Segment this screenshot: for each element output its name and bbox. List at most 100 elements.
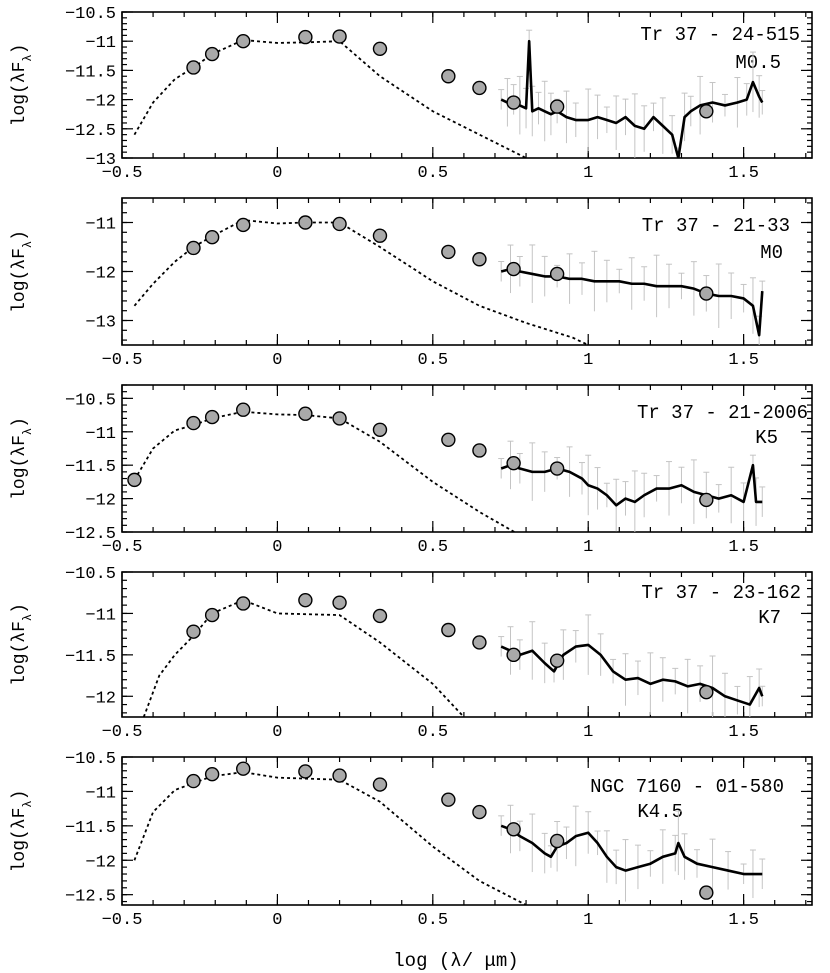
panel-5-photometry-point	[186, 773, 201, 789]
panel-4-photometry-point	[332, 595, 347, 610]
panel-4-photometry-point	[549, 653, 565, 668]
panel-5-x-tick-label: −0.5	[102, 911, 143, 930]
panel-3-spectrum	[500, 463, 763, 507]
panel-5-x-tick-label: 1.5	[728, 911, 759, 930]
panel-1-photometry-point	[441, 69, 456, 84]
panel-4-photosphere-model	[142, 599, 465, 717]
panel-1-photometry-point	[372, 41, 388, 56]
panel-3-photometry-point	[472, 443, 487, 458]
panel-2-plot-area	[133, 219, 766, 345]
panel-1-object-name: Tr 37 - 24-515	[640, 24, 800, 46]
panel-3-plot-area	[133, 410, 766, 532]
panel-4-photometry-point	[472, 635, 487, 650]
panel-4-frame	[121, 571, 813, 718]
panel-1-photometry-point	[506, 95, 521, 110]
panel-4-plot-area	[142, 599, 766, 717]
panel-1-x-tick-label: 1.5	[728, 164, 759, 183]
panel-4-photometry-point	[506, 647, 521, 663]
panel-2-y-axis-label: log(λFλ)	[10, 230, 35, 313]
panel-2-y-tick-label: −11	[85, 216, 116, 235]
panel-5-y-axis-label: log(λFλ)	[10, 790, 35, 873]
panel-4-x-tick-label: 1.5	[728, 723, 759, 742]
panel-3-object-name: Tr 37 - 21-2006	[637, 402, 808, 424]
panel-3-photometry-point	[506, 455, 521, 471]
panel-2-photometry-point	[372, 228, 388, 243]
panel-5-x-tick-label: 1	[583, 911, 593, 930]
panel-3-x-tick-label: 1.5	[728, 538, 759, 557]
panel-2-photometry-point	[186, 240, 201, 256]
panel-4-photometry-point	[204, 607, 220, 623]
panel-5-photometry-point	[298, 764, 313, 779]
panel-3-y-tick-label: −12	[85, 492, 116, 511]
panel-5-y-tick-label: −10.5	[65, 750, 116, 769]
panel-2-photometry-point	[472, 252, 487, 267]
panel-4-x-tick-label: −0.5	[102, 723, 143, 742]
panel-1-x-tick-label: 0	[272, 164, 282, 183]
panel-4-photometry-point	[236, 596, 251, 611]
panel-4-object-name: Tr 37 - 23-162	[641, 582, 801, 604]
panel-3-y-tick-label: −11.5	[65, 458, 116, 477]
panel-1-y-axis-label: log(λFλ)	[10, 44, 35, 127]
panel-5-y-tick-label: −11.5	[65, 819, 116, 838]
panel-1-frame	[121, 11, 813, 159]
panel-1-y-tick-label: −12	[85, 93, 116, 112]
panel-1-y-tick-label: −11	[85, 34, 116, 53]
panel-5-photometry-point	[472, 804, 487, 820]
panel-2-object-name: Tr 37 - 21-33	[642, 215, 790, 237]
panel-1-x-tick-label: −0.5	[102, 164, 143, 183]
panel-3: Tr 37 - 21-2006 K5 log(λFλ) −10.5 −11 −11.…	[10, 384, 813, 557]
panel-1-photometry-point	[472, 80, 487, 96]
panel-2-photometry-point	[204, 229, 220, 245]
panel-5-object-name: NGC 7160 - 01-580	[590, 776, 784, 798]
panel-3-photosphere-model	[133, 410, 517, 532]
panel-3-y-axis-label: log(λFλ)	[10, 417, 35, 500]
panel-5-y-tick-label: −12.5	[65, 888, 116, 907]
panel-3-x-tick-label: 0.5	[418, 538, 449, 557]
panel-5: NGC 7160 - 01-580 K4.5 log(λFλ) −10.5 −11…	[10, 750, 813, 930]
panel-2-x-tick-label: 0	[272, 351, 282, 370]
panel-3-photometry-point	[699, 492, 714, 508]
panel-2-photometry-point	[298, 215, 313, 230]
panel-3-x-tick-label: −0.5	[102, 538, 143, 557]
panel-5-frame	[121, 756, 813, 906]
panel-5-spectrum	[500, 824, 763, 876]
panel-3-photometry-point	[298, 406, 313, 421]
panel-1-x-tick-label: 1	[583, 164, 593, 183]
panel-4-y-axis-label: log(λFλ)	[10, 603, 35, 686]
panel-4-spectrum	[500, 643, 764, 706]
panel-3-y-tick-label: −12.5	[65, 525, 116, 544]
panel-3-photometry-point	[441, 432, 456, 447]
panel-3-photometry-point	[127, 472, 142, 488]
panel-2-x-tick-label: 0.5	[418, 351, 449, 370]
panel-4-spectral-type: K7	[758, 607, 781, 629]
panel-4-photometry-point	[441, 622, 456, 638]
panel-5-photometry-point	[549, 833, 565, 849]
panel-3-y-tick-label: −10.5	[65, 391, 116, 410]
panel-5-photometry-point	[204, 767, 220, 782]
panel-1-y-tick-label: −13	[85, 151, 116, 170]
panel-2: Tr 37 - 21-33 M0 log(λFλ) −11 −12 −13 −0.5 0…	[10, 197, 813, 370]
panel-2-y-tick-label: −12	[85, 265, 116, 284]
panel-4: Tr 37 - 23-162 K7 log(λFλ) −10.5 −11 −11.5…	[10, 565, 813, 742]
panel-3-y-tick-label: −11	[85, 425, 116, 444]
panel-3-photometry-point	[186, 415, 201, 431]
panel-1-photosphere-model	[133, 39, 527, 158]
panel-4-x-tick-label: 1	[583, 723, 593, 742]
panel-1-photometry-point	[186, 60, 201, 75]
panel-2-photometry-point	[441, 244, 456, 260]
panel-4-photometry-point	[298, 592, 313, 608]
panel-4-y-tick-label: −11.5	[65, 648, 116, 667]
panel-4-photometry-point	[372, 608, 388, 624]
panel-5-y-tick-label: −12	[85, 853, 116, 872]
panel-1: Tr 37 - 24-515 M0.5 log(λFλ) −10.5 −11 −11…	[10, 5, 813, 183]
panel-3-photometry-point	[332, 411, 347, 426]
panel-2-spectral-type: M0	[760, 242, 783, 264]
panel-1-spectral-type: M0.5	[735, 52, 781, 74]
panel-1-spectrum	[500, 39, 764, 158]
panel-3-x-tick-label: 0	[272, 538, 282, 557]
panel-2-photometry-point	[699, 286, 714, 301]
panel-4-y-tick-label: −11	[85, 606, 116, 625]
panel-2-y-tick-label: −13	[85, 314, 116, 333]
panel-1-photometry-point	[699, 104, 714, 119]
x-axis-label: log (λ/ μm)	[393, 950, 518, 972]
